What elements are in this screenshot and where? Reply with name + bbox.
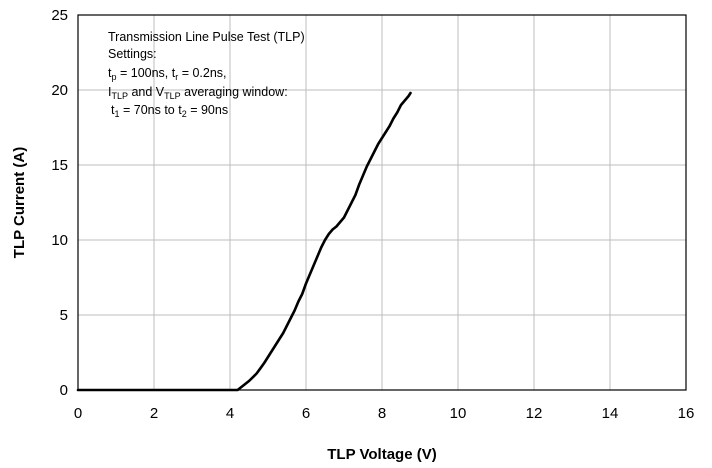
y-axis-title: TLP Current (A) — [11, 147, 28, 258]
y-tick-labels: 0 5 10 15 20 25 — [51, 7, 68, 399]
x-tick-label: 0 — [74, 405, 82, 422]
annotation-3a-sub: p — [111, 72, 116, 82]
annotation-line-1: Transmission Line Pulse Test (TLP) — [108, 30, 305, 44]
annotation-3b: = 100ns, t — [117, 66, 176, 80]
annotation-line-4: ITLP and VTLP averaging window: — [108, 85, 288, 101]
annotation-4a-sub: TLP — [111, 91, 128, 101]
series-line-0 — [76, 91, 412, 392]
annotation-5b: = 70ns to t — [120, 103, 183, 117]
y-tick-label: 10 — [51, 232, 68, 249]
x-tick-labels: 0 2 4 6 8 10 12 14 16 — [74, 405, 695, 422]
plot-frame — [77, 14, 687, 391]
annotation-5b-sub: 2 — [182, 109, 187, 119]
annotation-4b: and V — [128, 85, 165, 99]
annotation-4b-sub: TLP — [164, 91, 181, 101]
y-tick-label: 25 — [51, 7, 68, 24]
y-tick-label: 5 — [60, 307, 68, 324]
annotation-5a: t — [111, 103, 115, 117]
annotation-5c: = 90ns — [187, 103, 228, 117]
x-tick-label: 6 — [302, 405, 310, 422]
x-tick-label: 12 — [526, 405, 543, 422]
annotation-4a: I — [108, 85, 111, 99]
series-layer — [76, 91, 412, 392]
annotation-line-3: tp = 100ns, tr = 0.2ns, — [108, 66, 227, 82]
y-tick-label: 15 — [51, 157, 68, 174]
x-tick-label: 2 — [150, 405, 158, 422]
x-tick-label: 4 — [226, 405, 234, 422]
x-axis-title: TLP Voltage (V) — [327, 446, 436, 463]
annotation-line-5: t1 = 70ns to t2 = 90ns — [111, 103, 228, 119]
x-tick-label: 10 — [450, 405, 467, 422]
y-tick-label: 0 — [60, 382, 68, 399]
x-tick-label: 8 — [378, 405, 386, 422]
annotation-4c: averaging window: — [181, 85, 288, 99]
x-tick-label: 14 — [602, 405, 619, 422]
annotation-3b-sub: r — [175, 72, 178, 82]
annotation-3a: t — [108, 66, 112, 80]
x-tick-label: 16 — [678, 405, 695, 422]
annotation-line-2: Settings: — [108, 47, 157, 61]
annotation-5a-sub: 1 — [114, 109, 119, 119]
y-tick-label: 20 — [51, 82, 68, 99]
annotation-box: Transmission Line Pulse Test (TLP) Setti… — [108, 30, 305, 119]
annotation-3c: = 0.2ns, — [178, 66, 226, 80]
